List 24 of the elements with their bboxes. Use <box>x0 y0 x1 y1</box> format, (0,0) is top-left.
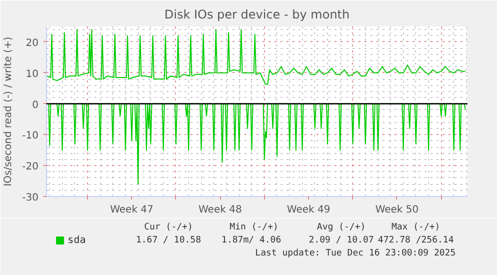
y-tick-label: 20 <box>26 38 39 49</box>
y-tick-label: -30 <box>22 192 39 204</box>
y-axis-title: IOs/second read (-) / write (+) <box>3 36 14 186</box>
text: Max (-/+) <box>391 222 440 232</box>
text: 2.09 / 10.07 <box>308 236 374 246</box>
text: 1.87m/ 4.06 <box>222 236 282 246</box>
x-tick-label: Week 47 <box>110 204 154 216</box>
line-series <box>46 103 466 185</box>
y-tick-label: -10 <box>22 130 39 142</box>
y-tick-label: -20 <box>22 162 39 173</box>
text: Avg (-/+) <box>316 222 366 232</box>
text: 472.78 /256.14 <box>378 236 454 246</box>
text: Cur (-/+) <box>144 222 193 232</box>
text: Last update: Tue Dec 16 23:00:09 2025 <box>255 248 456 258</box>
x-tick-label: Week 48 <box>198 204 242 216</box>
chart-title: Disk IOs per device - by month <box>164 8 350 22</box>
legend-label: sda <box>68 235 86 246</box>
x-tick-label: Week 50 <box>375 204 419 216</box>
x-tick-label: Week 49 <box>286 204 330 216</box>
text: 1.67 / 10.58 <box>136 236 201 246</box>
text: Min (-/+) <box>230 222 278 232</box>
y-tick-label: 10 <box>26 68 39 80</box>
line-series <box>46 29 466 85</box>
y-tick-label: 0 <box>32 100 39 111</box>
